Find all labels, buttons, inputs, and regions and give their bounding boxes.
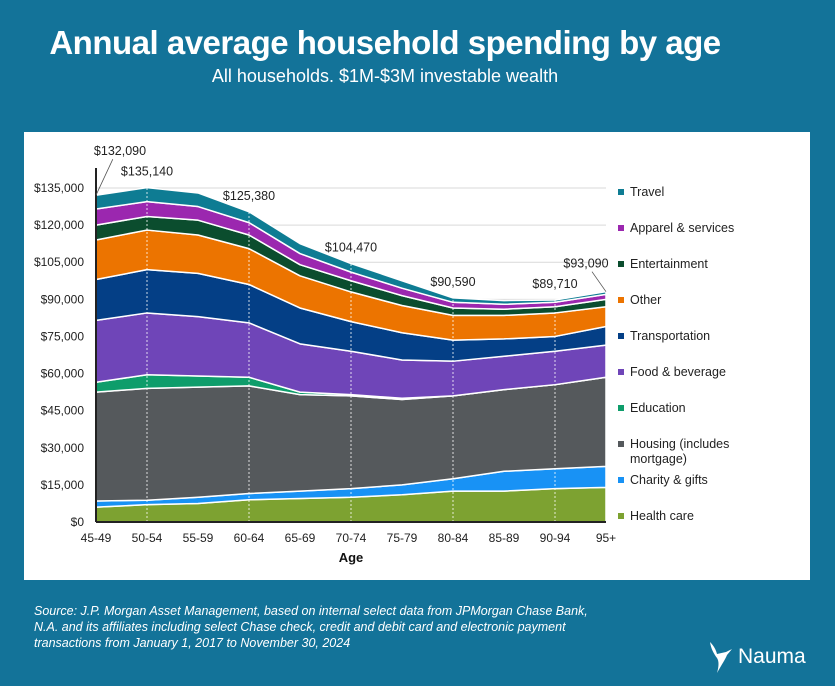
x-tick-label: 90-94: [540, 531, 571, 545]
legend-swatch: [618, 441, 624, 447]
source-note: Source: J.P. Morgan Asset Management, ba…: [34, 604, 588, 650]
y-tick-label: $90,000: [41, 292, 85, 306]
area-travel: [95, 186, 607, 306]
x-tick-label: 65-69: [285, 531, 316, 545]
legend-swatch: [618, 225, 624, 231]
x-tick-label: 45-49: [81, 531, 112, 545]
legend-swatch: [618, 369, 624, 375]
total-label: $89,710: [532, 277, 577, 291]
legend-swatch: [618, 261, 624, 267]
chart-subtitle: All households. $1M-$3M investable wealt…: [211, 66, 559, 86]
legend-swatch: [618, 333, 624, 339]
legend-label: Education: [630, 401, 686, 415]
total-label: $90,590: [430, 275, 475, 289]
total-label: $135,140: [121, 165, 173, 179]
y-tick-label: $135,000: [34, 181, 84, 195]
legend-label: Entertainment: [630, 257, 708, 271]
legend-swatch: [618, 189, 624, 195]
y-tick-label: $120,000: [34, 218, 84, 232]
chart-panel: $0 $15,000 $30,000 $45,000 $60,000 $75,000 $90…: [24, 132, 810, 580]
x-tick-label: 85-89: [489, 531, 520, 545]
legend-label: Food & beverage: [630, 365, 726, 379]
y-tick-label: $30,000: [41, 441, 85, 455]
brand-name: Nauma: [738, 645, 806, 668]
legend-swatch: [618, 477, 624, 483]
total-label: $93,090: [563, 257, 608, 271]
x-tick-label: 70-74: [336, 531, 367, 545]
x-tick-label: 50-54: [132, 531, 163, 545]
legend-label: Health care: [630, 509, 694, 523]
legend-label: Charity & gifts: [630, 473, 708, 487]
annotation-leader: [95, 159, 114, 196]
legend-swatch: [618, 405, 624, 411]
x-tick-label: 80-84: [438, 531, 469, 545]
y-tick-label: $15,000: [41, 478, 85, 492]
legend-label: Housing (includes mortgage): [630, 437, 729, 466]
x-tick-label: 60-64: [234, 531, 265, 545]
total-label: $104,470: [325, 241, 377, 255]
total-label: $125,380: [223, 189, 275, 203]
y-tick-label: $0: [71, 515, 85, 529]
y-tick-label: $45,000: [41, 404, 85, 418]
x-tick-label: 95+: [596, 531, 616, 545]
legend-label: Apparel & services: [630, 221, 734, 235]
legend-label: Transportation: [630, 329, 710, 343]
total-label: $132,090: [94, 144, 146, 158]
y-tick-label: $60,000: [41, 367, 85, 381]
stacked-area-chart: $0 $15,000 $30,000 $45,000 $60,000 $75,000 $90…: [34, 144, 734, 565]
brand-logo: Nauma: [708, 640, 806, 674]
x-tick-label: 55-59: [183, 531, 214, 545]
legend-swatch: [618, 297, 624, 303]
legend-label: Other: [630, 293, 661, 307]
legend-swatch: [618, 513, 624, 519]
x-axis-title: Age: [339, 550, 364, 565]
chart-title: Annual average household spending by age: [49, 24, 721, 61]
y-tick-label: $105,000: [34, 255, 84, 269]
x-tick-label: 75-79: [387, 531, 418, 545]
legend-label: Travel: [630, 185, 664, 199]
bird-icon: [710, 642, 732, 673]
y-tick-label: $75,000: [41, 329, 85, 343]
annotation-leader: [591, 271, 607, 292]
